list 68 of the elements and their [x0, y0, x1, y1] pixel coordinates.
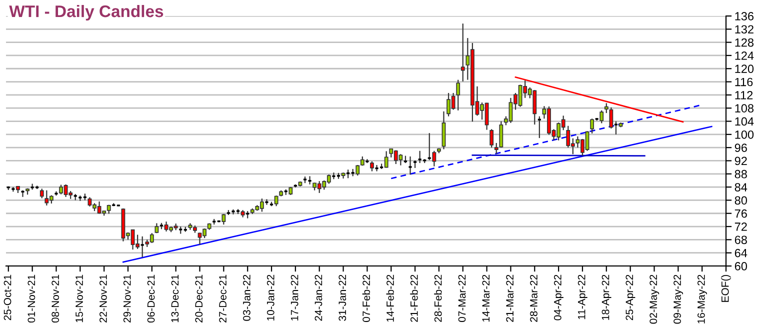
- x-tick-label: 10-Jan-22: [266, 274, 274, 320]
- x-tick-label: 21-Feb-22: [410, 274, 418, 322]
- y-tick-label: 72: [734, 222, 747, 231]
- candlestick: [456, 79, 460, 111]
- x-tick-label: 06-Dec-21: [147, 274, 155, 323]
- x-tick-label: 07-Mar-22: [458, 274, 466, 322]
- y-tick-label: 80: [734, 196, 748, 205]
- candlestick: [40, 188, 44, 199]
- x-tick-label: 24-Jan-22: [314, 274, 322, 321]
- y-tick-label: 128: [735, 38, 754, 47]
- candlestick: [222, 213, 226, 226]
- candlestick: [609, 106, 614, 130]
- x-tick-label: 11-Apr-22: [578, 274, 588, 320]
- y-tick-label: 60: [734, 262, 748, 270]
- candlestick: [600, 110, 604, 124]
- x-tick-label: 22-Nov-21: [99, 274, 107, 322]
- x-tick-label: 04-Apr-22: [554, 274, 564, 320]
- y-tick-label: 104: [735, 117, 754, 126]
- candlestick: [604, 102, 608, 114]
- y-tick-label: 68: [734, 236, 747, 244]
- x-tick-label: 13-Dec-21: [171, 274, 179, 322]
- x-tick-label: 28-Feb-22: [434, 274, 442, 322]
- candlestick: [356, 164, 360, 176]
- x-tick-label: 16-May-22: [698, 274, 707, 324]
- x-tick-label: 09-May-22: [674, 274, 684, 324]
- y-tick-label: 132: [735, 25, 754, 34]
- y-tick-label: 100: [735, 130, 754, 139]
- y-tick-label: 124: [735, 52, 754, 60]
- x-tick-label: 14-Feb-22: [386, 274, 394, 322]
- y-tick-label: 136: [735, 12, 754, 20]
- y-tick-label: 64: [734, 248, 748, 258]
- x-tick-label: 02-May-22: [650, 274, 660, 324]
- y-tick-label: 108: [735, 104, 754, 112]
- candlestick: [490, 128, 494, 148]
- candlestick: [460, 23, 465, 82]
- x-tick-label: 21-Mar-22: [506, 274, 514, 322]
- candlestick: [432, 150, 436, 167]
- candlestick: [590, 118, 594, 134]
- chart-title: WTI - Daily Candles: [9, 4, 164, 21]
- candlestick: [427, 132, 432, 161]
- x-tick-label: 25-Oct-21: [4, 274, 12, 320]
- y-tick-label: 88: [734, 170, 747, 178]
- candlestick: [537, 116, 542, 139]
- x-tick-label: 29-Nov-21: [123, 274, 131, 322]
- x-tick-label: 03-Jan-22: [243, 274, 250, 321]
- y-tick-label: 92: [734, 156, 747, 166]
- candlestick: [442, 110, 446, 150]
- y-tick-label: 120: [735, 64, 754, 74]
- candlestick: [370, 160, 374, 172]
- y-tick-label: 112: [735, 90, 753, 100]
- x-tick-label: 08-Nov-21: [52, 274, 60, 323]
- y-tick-label: 76: [734, 209, 747, 218]
- y-tick-label: 84: [734, 183, 748, 192]
- x-tick-label: 18-Apr-22: [602, 274, 612, 320]
- x-tick-label: 25-Apr-22: [626, 274, 636, 320]
- x-tick-label: 01-Nov-21: [28, 274, 36, 323]
- x-tick-label: 14-Mar-22: [482, 274, 490, 322]
- y-tick-label: 96: [734, 144, 747, 152]
- x-tick-label: 07-Feb-22: [362, 274, 370, 322]
- x-tick-label: 17-Jan-22: [290, 274, 298, 320]
- x-tick-label: 28-Mar-22: [530, 274, 538, 322]
- candlestick: [384, 150, 388, 168]
- y-tick-label: 116: [735, 78, 753, 86]
- x-tick-label: 31-Jan-22: [338, 274, 346, 321]
- x-tick-label: 20-Dec-21: [195, 274, 203, 322]
- x-tick-label: EOF(): [721, 274, 731, 302]
- x-tick-label: 15-Nov-21: [76, 274, 83, 322]
- x-tick-label: 27-Dec-21: [219, 274, 226, 322]
